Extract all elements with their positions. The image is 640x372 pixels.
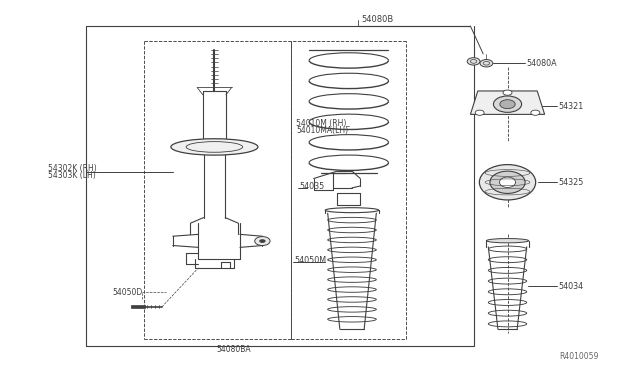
- Text: 54035: 54035: [300, 182, 324, 190]
- Text: 54050M: 54050M: [294, 256, 326, 265]
- Text: 54034: 54034: [559, 282, 584, 291]
- Text: 54010M (RH): 54010M (RH): [296, 119, 347, 128]
- Polygon shape: [470, 91, 545, 115]
- Text: 54080A: 54080A: [527, 59, 557, 68]
- Circle shape: [259, 239, 266, 243]
- Ellipse shape: [490, 171, 525, 193]
- Bar: [131, 305, 145, 308]
- Ellipse shape: [500, 177, 516, 187]
- Circle shape: [480, 60, 493, 67]
- Text: 54010MA(LH): 54010MA(LH): [296, 126, 348, 135]
- Text: R4010059: R4010059: [559, 352, 598, 361]
- Circle shape: [467, 58, 480, 65]
- Circle shape: [255, 237, 270, 246]
- Text: 54325: 54325: [559, 178, 584, 187]
- Ellipse shape: [479, 165, 536, 200]
- Text: 54050D: 54050D: [112, 288, 142, 296]
- Circle shape: [493, 96, 522, 112]
- Ellipse shape: [171, 139, 258, 155]
- Circle shape: [500, 100, 515, 109]
- Circle shape: [503, 90, 512, 95]
- Text: 54302K (RH): 54302K (RH): [48, 164, 97, 173]
- Text: 54321: 54321: [559, 102, 584, 110]
- Circle shape: [476, 110, 484, 115]
- Text: 54303K (LH): 54303K (LH): [48, 171, 96, 180]
- Circle shape: [531, 110, 540, 115]
- Text: 54080BA: 54080BA: [216, 345, 251, 354]
- Ellipse shape: [486, 238, 529, 243]
- Text: 54080B: 54080B: [362, 15, 394, 24]
